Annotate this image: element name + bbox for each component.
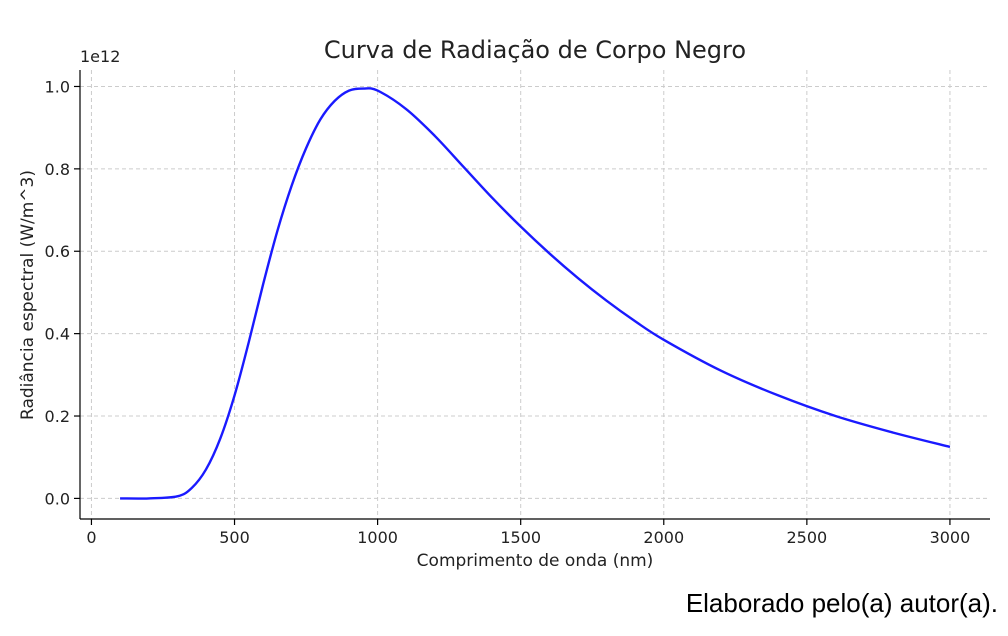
tick-labels: 0 500 1000 1500 2000 2500 3000 0.0 0.2 0.4 0.6 0.8 1… [45, 77, 971, 547]
axes [74, 70, 990, 525]
x-tick-label: 1000 [357, 528, 398, 547]
series-line [120, 87, 951, 500]
grid-lines [80, 70, 990, 519]
x-tick-label: 1500 [500, 528, 541, 547]
y-offset-label: 1e12 [80, 47, 120, 66]
caption: Elaborado pelo(a) autor(a). [685, 588, 998, 618]
x-tick-label: 2000 [643, 528, 684, 547]
y-axis-label: Radiância espectral (W/m^3) [18, 170, 38, 420]
x-tick-label: 3000 [930, 528, 971, 547]
chart-title: Curva de Radiação de Corpo Negro [324, 36, 746, 64]
series-layer [120, 87, 951, 500]
blackbody-chart: 0 500 1000 1500 2000 2500 3000 0.0 0.2 0.4 0.6 0.8 1… [18, 36, 990, 571]
y-tick-label: 0.2 [45, 407, 70, 426]
y-tick-label: 0.6 [45, 242, 70, 261]
y-tick-label: 0.4 [45, 325, 70, 344]
y-tick-label: 0.8 [45, 160, 70, 179]
x-axis-label: Comprimento de onda (nm) [417, 551, 654, 571]
x-tick-label: 2500 [786, 528, 827, 547]
y-tick-label: 1.0 [45, 77, 70, 96]
x-tick-label: 500 [219, 528, 250, 547]
x-tick-label: 0 [86, 528, 96, 547]
y-tick-label: 0.0 [45, 489, 70, 508]
